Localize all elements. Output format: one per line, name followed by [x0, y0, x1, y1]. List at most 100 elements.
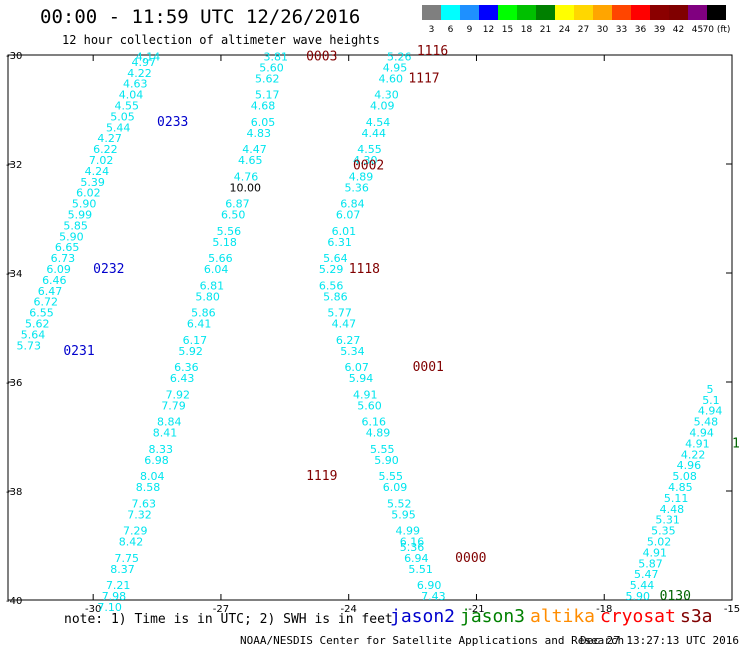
wave-height-reading: 5.18 — [212, 236, 237, 249]
pass-time-label: 0001 — [413, 360, 444, 375]
wave-height-reading: 7.32 — [127, 508, 152, 521]
wave-height-reading: 5.26 — [387, 50, 412, 63]
wave-height-reading: 4.97 — [132, 56, 157, 69]
wave-height-reading: 6.09 — [46, 263, 70, 276]
wave-height-reading: 7.75 — [114, 552, 138, 565]
wave-height-reading: 7.21 — [106, 579, 131, 592]
wave-height-reading: 5.80 — [195, 290, 220, 303]
wave-height-reading: 6.16 — [400, 536, 425, 549]
scale-label: 27 — [578, 25, 589, 35]
wave-height-reading: 4.91 — [643, 546, 668, 559]
wave-height-reading: 6.27 — [336, 334, 361, 347]
wave-height-reading: 4.91 — [353, 388, 378, 401]
wave-height-reading: 5.60 — [357, 399, 382, 412]
wave-height-reading: 5.05 — [110, 110, 135, 123]
sat-jason3-label: jason3 — [460, 606, 526, 627]
scale-swatch — [631, 5, 650, 20]
lon-tick-label: -24 — [341, 604, 357, 615]
wave-height-reading: 5.62 — [255, 72, 280, 85]
wave-height-reading: 5.02 — [647, 536, 672, 549]
pass-time-label: 0000 — [455, 551, 486, 566]
wave-height-reading: 6.07 — [344, 361, 369, 374]
wave-height-reading: 5.36 — [344, 181, 369, 194]
wave-height-reading: 6.05 — [251, 116, 275, 129]
wave-height-reading: 5.55 — [379, 470, 404, 483]
lat-tick-label: -30 — [6, 51, 22, 62]
wave-height-reading: 4.68 — [251, 100, 275, 113]
wave-height-reading: 6.41 — [187, 318, 212, 331]
wave-height-reading: 4.60 — [379, 72, 404, 85]
wave-height-reading: 5.1 — [702, 394, 720, 407]
wave-height-reading: 4.30 — [374, 89, 399, 102]
wave-height-reading: 5.77 — [327, 307, 352, 320]
wave-height-reading: 5.44 — [630, 579, 655, 592]
lat-tick-label: -34 — [6, 269, 22, 280]
wave-height-reading: 5.35 — [651, 525, 676, 538]
pass-time-label: 1117 — [408, 71, 439, 86]
wave-height-reading: 3.81 — [264, 50, 289, 63]
lon-tick-label: -21 — [468, 604, 484, 615]
wave-height-reading: 6.81 — [200, 279, 225, 292]
wave-height-reading: 7.63 — [132, 497, 157, 510]
sat-s3a-label: s3a — [680, 606, 713, 627]
map-subtitle: 12 hour collection of altimeter wave hei… — [62, 33, 380, 47]
scale-label: 21 — [540, 25, 551, 35]
scale-label: 30 — [597, 25, 609, 35]
wave-height-reading: 6.04 — [204, 263, 229, 276]
wave-height-reading: 6.46 — [42, 274, 67, 287]
scale-label: 70 (ft) — [703, 25, 731, 35]
sat-cryosat-label: cryosat — [600, 606, 676, 627]
wave-height-reading: 5.95 — [391, 508, 416, 521]
wave-height-reading: 4.22 — [127, 67, 152, 80]
wave-height-reading: 6.17 — [183, 334, 208, 347]
wave-height-reading: 6.31 — [327, 236, 352, 249]
wave-height-reading: 8.41 — [153, 427, 178, 440]
wave-height-reading: 7.29 — [123, 525, 148, 538]
wave-height-reading: 5.60 — [259, 61, 284, 74]
wave-height-reading: 8.42 — [119, 536, 143, 549]
scale-swatch — [650, 5, 669, 20]
wave-height-reading: 6.98 — [144, 454, 169, 467]
scale-swatch — [441, 5, 460, 20]
wave-height-reading: 6.01 — [332, 225, 357, 238]
wave-height-reading: 4.54 — [366, 116, 391, 129]
scale-label: 33 — [616, 25, 627, 35]
wave-height-reading: 4.91 — [685, 437, 710, 450]
wave-height-reading: 5.36 — [400, 541, 425, 554]
wave-height-reading: 6.47 — [38, 285, 63, 298]
wave-height-reading: 6.73 — [51, 252, 76, 265]
scale-label: 6 — [448, 25, 454, 35]
wave-height-reading: 5.86 — [323, 290, 348, 303]
wave-height-reading: 5.56 — [217, 225, 242, 238]
wave-height-reading: 5.29 — [319, 263, 344, 276]
pass-time-label: 0002 — [353, 158, 384, 173]
wave-height-reading: 8.04 — [140, 470, 165, 483]
wave-height-reading: 4.65 — [238, 154, 263, 167]
wave-height-reading: 4.30 — [353, 154, 378, 167]
wave-height-reading: 6.65 — [55, 241, 80, 254]
wave-height-reading: 4.44 — [361, 127, 386, 140]
wave-height-reading: 5.87 — [638, 557, 663, 570]
scale-swatch — [422, 5, 441, 20]
sat-altika-label: altika — [530, 606, 596, 627]
wave-height-reading: 6.55 — [29, 307, 54, 320]
wave-height-reading: 5.64 — [21, 328, 46, 341]
wave-height-reading: 7.98 — [102, 590, 127, 603]
pass-time-label: 1116 — [417, 44, 448, 59]
scale-swatch — [593, 5, 612, 20]
wave-height-reading: 6.56 — [319, 279, 344, 292]
wave-height-reading: 5.64 — [323, 252, 348, 265]
wave-height-reading: 4.47 — [242, 143, 267, 156]
wave-height-reading: 4.55 — [114, 100, 138, 113]
wave-height-reading: 6.02 — [76, 187, 101, 200]
scale-swatch — [612, 5, 631, 20]
footer-note: note: 1) Time is in UTC; 2) SWH is in fe… — [64, 612, 393, 627]
lat-tick-label: -36 — [6, 378, 22, 389]
scale-label: 12 — [483, 25, 494, 35]
scale-swatch — [574, 5, 593, 20]
wave-height-reading: 7.02 — [89, 154, 114, 167]
wave-height-reading: 8.33 — [149, 443, 174, 456]
wave-height-reading: 5.55 — [370, 443, 395, 456]
wave-height-reading: 4.94 — [689, 427, 714, 440]
wave-height-reading: 7.43 — [421, 590, 446, 603]
